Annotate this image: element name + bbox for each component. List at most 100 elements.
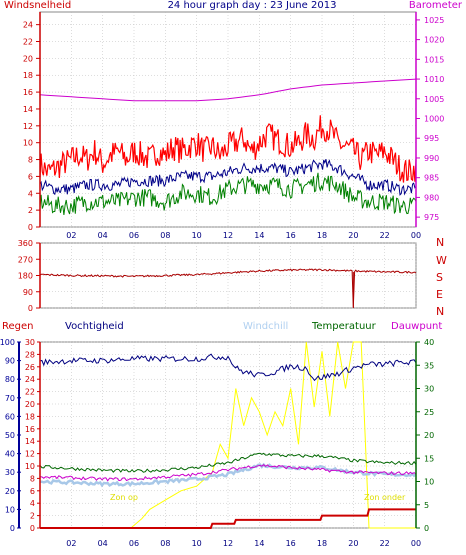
zon-onder-label: Zon onder — [364, 493, 406, 502]
regen-tick-label: 16 — [25, 425, 35, 434]
wind-tick-label: 8 — [28, 156, 33, 165]
regen-tick-label: 30 — [25, 338, 35, 347]
regen-tick-label: 28 — [25, 350, 35, 359]
regen-tick-label: 8 — [30, 474, 35, 483]
wind-x-tick-label: 06 — [129, 231, 139, 240]
baro-tick-label: 1015 — [424, 55, 444, 64]
direction-tick-label: 360 — [18, 239, 33, 248]
wind-x-tick-label: 08 — [160, 231, 170, 240]
barometer-axis-title: Barometer — [409, 0, 463, 11]
regen-axis-title: Regen — [2, 321, 34, 332]
climate-x-tick-label: 22 — [380, 539, 390, 548]
temp-tick-label: 5 — [424, 501, 429, 510]
windchill-label: Windchill — [243, 321, 288, 332]
wind-series-line — [39, 159, 417, 196]
baro-tick-label: 1005 — [424, 95, 444, 104]
zon-op-label: Zon op — [110, 493, 138, 502]
humidity-tick-label: 80 — [5, 375, 15, 384]
direction-tick-label: 90 — [23, 288, 33, 297]
climate-x-tick-label: 08 — [160, 539, 170, 548]
humidity-tick-label: 20 — [5, 487, 15, 496]
axes-layer: 0246810121416182022249759809859909951000… — [0, 12, 447, 548]
temp-tick-label: 40 — [424, 338, 434, 347]
wind-tick-label: 10 — [23, 139, 33, 148]
direction-tick-label: 270 — [18, 255, 33, 264]
baro-tick-label: 1010 — [424, 75, 444, 84]
humidity-tick-label: 90 — [5, 357, 15, 366]
humidity-tick-label: 30 — [5, 468, 15, 477]
compass-label: S — [436, 271, 443, 284]
climate-x-tick-label: 12 — [223, 539, 233, 548]
grid-layer — [39, 11, 417, 529]
climate-x-tick-label: 20 — [348, 539, 358, 548]
temp-tick-label: 10 — [424, 478, 434, 487]
wind-x-tick-label: 04 — [98, 231, 108, 240]
climate-x-tick-label: 14 — [254, 539, 264, 548]
wind-tick-label: 6 — [28, 172, 33, 181]
humidity-tick-label: 70 — [5, 394, 15, 403]
humidity-tick-label: 10 — [5, 505, 15, 514]
wind-series-line — [39, 78, 417, 102]
wind-x-tick-label: 18 — [317, 231, 327, 240]
regen-tick-label: 22 — [25, 388, 35, 397]
climate-series-line — [40, 341, 416, 529]
wind-axis-title: Windsnelheid — [4, 0, 71, 11]
baro-tick-label: 1000 — [424, 115, 444, 124]
wind-x-tick-label: 10 — [192, 231, 202, 240]
wind-x-tick-label: 12 — [223, 231, 233, 240]
wind-x-tick-label: 20 — [348, 231, 358, 240]
regen-tick-label: 24 — [25, 375, 35, 384]
wind-x-tick-label: 16 — [286, 231, 296, 240]
climate-x-tick-label: 06 — [129, 539, 139, 548]
wind-tick-label: 4 — [28, 189, 33, 198]
climate-series-line — [40, 508, 416, 529]
temperatuur-label: Temperatuur — [311, 321, 377, 332]
baro-tick-label: 990 — [424, 154, 439, 163]
regen-tick-label: 4 — [30, 499, 35, 508]
climate-x-tick-label: 10 — [192, 539, 202, 548]
wind-series-line — [39, 172, 417, 216]
wind-tick-label: 2 — [28, 206, 33, 215]
regen-tick-label: 10 — [25, 462, 35, 471]
baro-tick-label: 985 — [424, 174, 439, 183]
compass-label: E — [436, 288, 443, 301]
chart-title: 24 hour graph day : 23 June 2013 — [168, 0, 337, 11]
regen-tick-label: 14 — [25, 437, 35, 446]
wind-tick-label: 22 — [23, 38, 33, 47]
wind-series-line — [39, 115, 417, 183]
wind-x-tick-label: 02 — [66, 231, 76, 240]
regen-tick-label: 2 — [30, 512, 35, 521]
direction-tick-label: 180 — [18, 272, 33, 281]
compass-label: N — [436, 305, 444, 318]
wind-tick-label: 12 — [23, 122, 33, 131]
wind-tick-label: 14 — [23, 105, 33, 114]
humidity-tick-label: 0 — [10, 524, 15, 533]
wind-tick-label: 0 — [28, 223, 33, 232]
climate-x-tick-label: 18 — [317, 539, 327, 548]
temp-tick-label: 20 — [424, 431, 434, 440]
wind-plot-area — [39, 11, 417, 228]
climate-x-tick-label: 00 — [411, 539, 421, 548]
baro-tick-label: 995 — [424, 134, 439, 143]
dauwpunt-label: Dauwpunt — [391, 321, 442, 332]
wind-x-tick-label: 14 — [254, 231, 264, 240]
baro-tick-label: 980 — [424, 193, 439, 202]
humidity-tick-label: 100 — [0, 338, 15, 347]
compass-label: W — [436, 254, 447, 267]
temp-tick-label: 25 — [424, 408, 434, 417]
temp-tick-label: 0 — [424, 524, 429, 533]
wind-tick-label: 24 — [23, 21, 33, 30]
humidity-tick-label: 50 — [5, 431, 15, 440]
wind-x-tick-label: 22 — [380, 231, 390, 240]
wind-tick-label: 20 — [23, 54, 33, 63]
direction-tick-label: 0 — [28, 304, 33, 313]
series-layer — [39, 78, 417, 529]
regen-tick-label: 6 — [30, 487, 35, 496]
baro-tick-label: 1025 — [424, 16, 444, 25]
regen-tick-label: 20 — [25, 400, 35, 409]
climate-series-line — [39, 353, 417, 382]
climate-x-tick-label: 16 — [286, 539, 296, 548]
wind-tick-label: 18 — [23, 71, 33, 80]
regen-tick-label: 0 — [30, 524, 35, 533]
temp-tick-label: 35 — [424, 361, 434, 370]
